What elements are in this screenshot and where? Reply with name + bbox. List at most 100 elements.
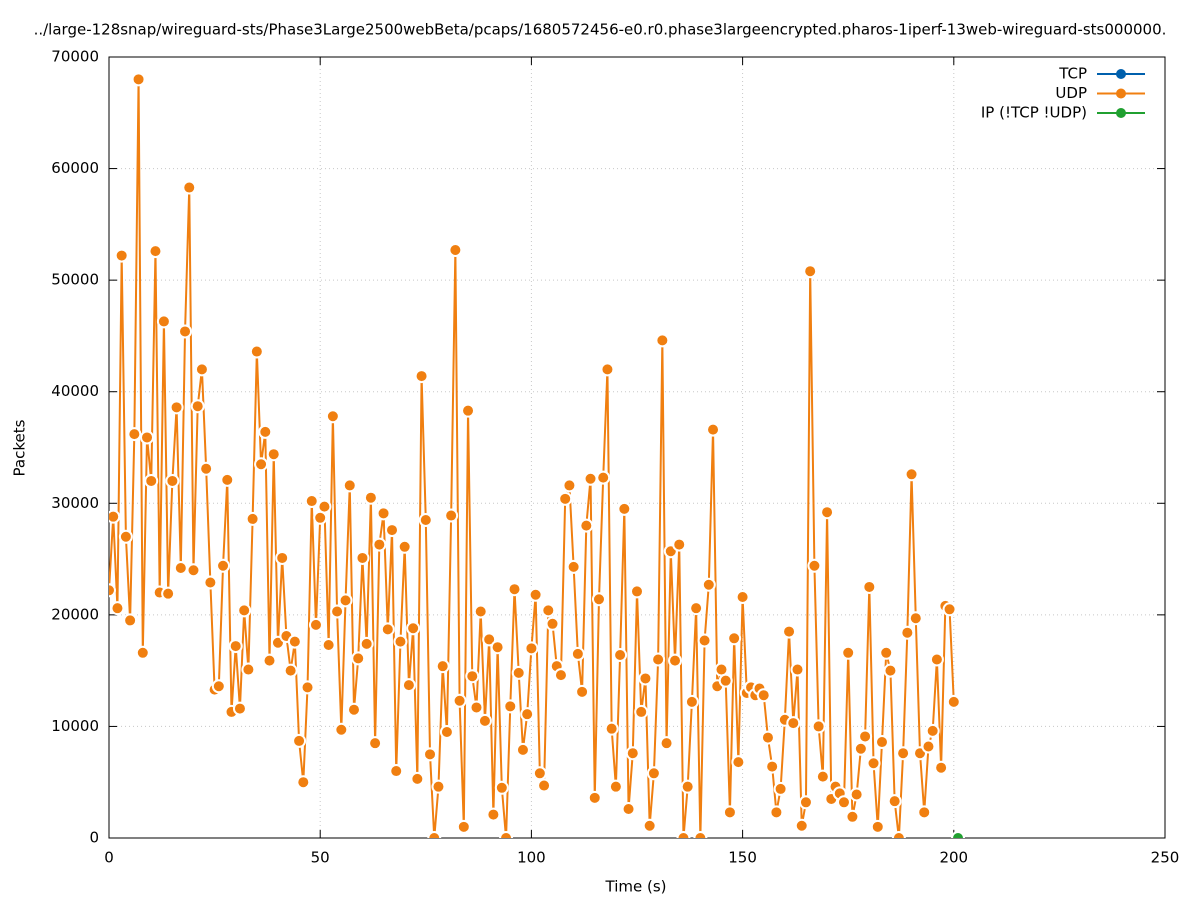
point [507,582,522,597]
legend-label: UDP [1055,84,1087,102]
point [199,461,214,476]
point [701,577,716,592]
point [190,399,205,414]
point [583,471,598,486]
y-axis-label: Packets [11,419,29,476]
y-tick-label: 30000 [51,494,99,512]
y-tick-label: 10000 [51,717,99,735]
legend-marker [1116,88,1126,99]
point [680,779,695,794]
point [266,447,281,462]
point [456,819,471,834]
point [904,467,919,482]
point [389,764,404,779]
y-tick-label: 40000 [51,382,99,400]
legend-label: IP (!TCP !UDP) [981,104,1087,122]
point [951,831,966,838]
point [114,248,129,263]
point [414,369,429,384]
point [359,636,374,651]
point [186,563,201,578]
point [287,634,302,649]
point [579,518,594,533]
point [908,611,923,626]
y-tick-label: 60000 [51,159,99,177]
point [109,509,121,524]
point [697,633,712,648]
x-tick-label: 200 [939,849,968,867]
point [621,801,636,816]
point [304,494,319,509]
point [194,362,209,377]
point [161,586,176,601]
point [482,632,497,647]
point [178,324,193,339]
point [866,756,881,771]
point [756,688,771,703]
point [308,617,323,632]
point [169,400,184,415]
point [461,403,476,418]
point [731,755,746,770]
point [262,653,277,668]
point [431,779,446,794]
point [676,831,691,838]
point [562,478,577,493]
point [346,702,361,717]
point [858,729,873,744]
point [672,537,687,552]
point [127,427,142,442]
point [646,766,661,781]
point [596,470,611,485]
point [718,673,733,688]
point [570,646,585,661]
point [469,700,484,715]
point [727,631,742,646]
point [765,759,780,774]
point [300,680,315,695]
point [706,422,721,437]
point [575,684,590,699]
point [321,637,336,652]
point [376,506,391,521]
point [849,787,864,802]
point [401,678,416,693]
point [524,641,539,656]
point [946,694,961,709]
point [862,579,877,594]
x-tick-label: 0 [104,849,114,867]
point [722,805,737,820]
point [803,264,818,279]
point [794,818,809,833]
point [541,603,556,618]
chart-title: ../large-128snap/wireguard-sts/Phase3Lar… [34,21,1167,39]
point [406,621,421,636]
point [925,723,940,738]
point [385,523,400,538]
y-tick-label: 0 [89,829,99,847]
point [638,671,653,686]
point [503,699,518,714]
point [220,472,235,487]
point [684,694,699,709]
plot-border [108,56,1166,839]
point [330,604,345,619]
point [342,478,357,493]
x-axis-label: Time (s) [605,878,667,896]
point [173,560,188,575]
point [144,473,159,488]
point [790,662,805,677]
point [448,243,463,258]
point [613,648,628,663]
point [165,473,180,488]
point [118,529,133,544]
point [879,645,894,660]
point [693,831,708,838]
point [591,592,606,607]
point [211,679,226,694]
point [254,457,269,472]
point [452,693,467,708]
point [203,575,218,590]
